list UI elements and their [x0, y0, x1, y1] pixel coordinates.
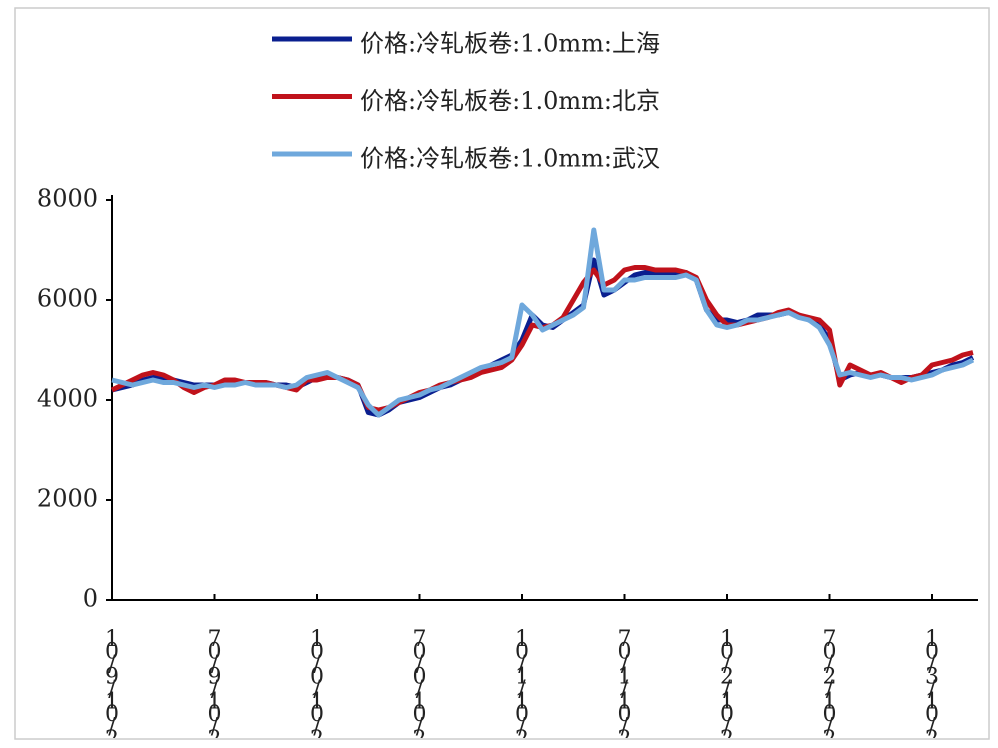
x-tick-label: 10/1/10/2 [515, 627, 529, 748]
y-tick-label: 6000 [37, 285, 98, 313]
y-tick-label: 0 [83, 585, 98, 613]
x-labels: 10/9/10/2 70/9/10/2 10/0/10/2 70/0/10/2 10/1… [105, 627, 939, 748]
x-tick-label: 10/3/10/2 [925, 627, 939, 748]
x-tick-label: 70/1/10/2 [618, 627, 632, 748]
x-tick-label: 70/0/10/2 [413, 627, 427, 748]
frame [14, 7, 990, 740]
legend-label: 价格:冷轧板卷:1.0mm:上海 [360, 30, 660, 58]
series-line [111, 257, 975, 418]
series-line [111, 227, 975, 418]
x-tick-label: 70/9/10/2 [208, 627, 222, 748]
x-tick-label: 10/9/10/2 [105, 627, 119, 748]
legend-label: 价格:冷轧板卷:1.0mm:北京 [360, 87, 660, 115]
legend-label: 价格:冷轧板卷:1.0mm:武汉 [360, 145, 660, 173]
x-tick-label: 10/0/10/2 [310, 627, 324, 748]
y-tick-label: 2000 [37, 485, 98, 513]
x-tick-label: 70/2/10/2 [823, 627, 837, 748]
y-tick-label: 4000 [37, 385, 98, 413]
series-line [110, 265, 974, 413]
x-tick-label: 10/2/10/2 [720, 627, 734, 748]
y-tick-label: 8000 [37, 185, 98, 213]
